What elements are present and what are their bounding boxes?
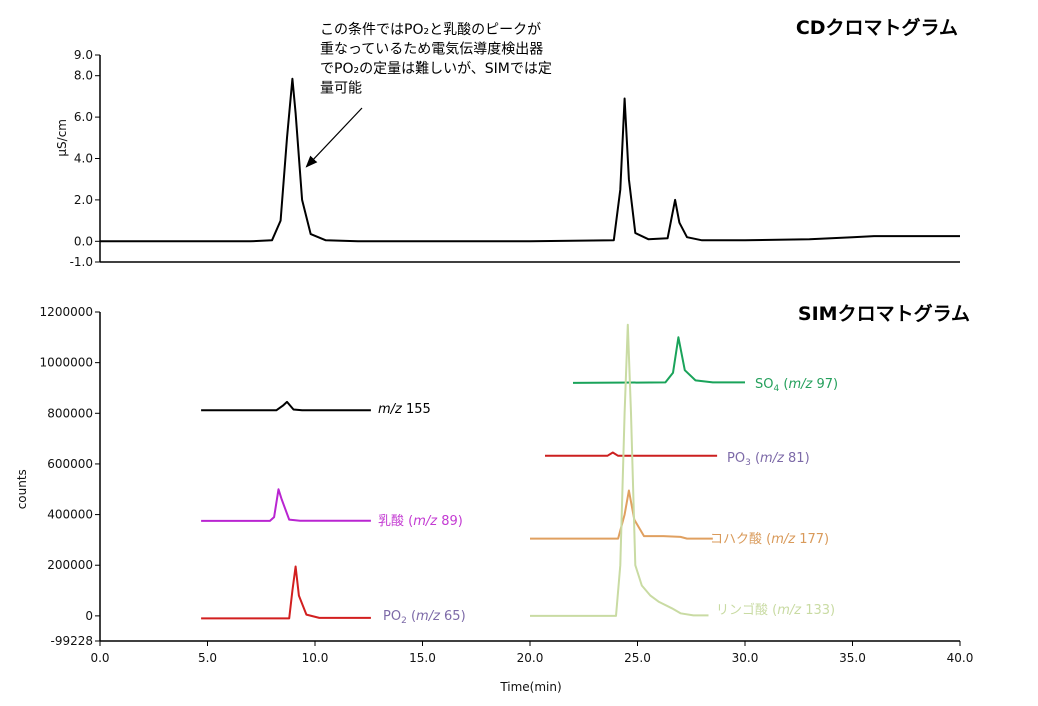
sim-series-label: PO3 (m/z 81) — [727, 451, 810, 468]
sim-y-tick-label: 600000 — [47, 457, 93, 471]
sim-y-tick-label: 1000000 — [40, 356, 93, 370]
sim-y-tick-label: 400000 — [47, 508, 93, 522]
cd-series-line — [100, 77, 960, 243]
sim-x-tick-label: 20.0 — [517, 651, 544, 665]
sim-x-tick-label: 40.0 — [947, 651, 974, 665]
cd-y-tick-label: 6.0 — [74, 110, 93, 124]
sim-series-line — [545, 451, 718, 457]
sim-series-line — [530, 323, 709, 617]
cd-y-tick-label: 4.0 — [74, 152, 93, 166]
cd-y-tick-label: -1.0 — [70, 255, 93, 269]
cd-y-axis-label: µS/cm — [55, 119, 69, 157]
sim-series-line — [201, 565, 371, 620]
sim-x-tick-label: 10.0 — [302, 651, 329, 665]
sim-series-label: リンゴ酸 (m/z 133) — [716, 602, 835, 618]
sim-x-tick-label: 15.0 — [409, 651, 436, 665]
sim-y-axis-label: counts — [15, 469, 29, 509]
sim-series-label: PO2 (m/z 65) — [383, 609, 466, 626]
cd-annotation-line: 重なっているため電気伝導度検出器 — [320, 42, 543, 58]
sim-chart-title: SIMクロマトグラム — [798, 302, 970, 325]
cd-y-tick-label: 8.0 — [74, 69, 93, 83]
cd-y-tick-label: 0.0 — [74, 234, 93, 248]
sim-x-tick-label: 30.0 — [732, 651, 759, 665]
cd-annotation-line: でPO₂の定量は難しいが、SIMでは定 — [320, 61, 552, 77]
sim-y-tick-label: 0 — [85, 609, 93, 623]
cd-annotation-line: この条件ではPO₂と乳酸のピークが — [320, 21, 541, 38]
sim-series-line — [201, 488, 371, 522]
sim-y-tick-label: 200000 — [47, 558, 93, 572]
sim-chart-panel: -99228 0 200000 400000 600000 800000 1000000 12… — [15, 302, 973, 694]
sim-series-label: コハク酸 (m/z 177) — [710, 532, 829, 547]
sim-x-tick-label: 0.0 — [90, 651, 109, 665]
cd-annotation-line: 量可能 — [320, 81, 362, 97]
sim-series-label: m/z 155 — [378, 402, 431, 417]
cd-annotation-arrow — [305, 107, 363, 168]
sim-y-tick-label: 1200000 — [40, 305, 93, 319]
cd-y-tick-label: 9.0 — [74, 48, 93, 62]
sim-y-tick-label: -99228 — [50, 634, 93, 648]
sim-x-tick-label: 5.0 — [198, 651, 217, 665]
sim-y-tick-label: 800000 — [47, 406, 93, 420]
sim-series-line — [201, 400, 371, 412]
sim-series-label: SO4 (m/z 97) — [755, 377, 838, 394]
sim-x-tick-label: 35.0 — [839, 651, 866, 665]
sim-series-label: 乳酸 (m/z 89) — [378, 514, 463, 529]
sim-x-axis-label: Time(min) — [499, 680, 561, 694]
cd-chart-title: CDクロマトグラム — [796, 16, 958, 39]
cd-y-tick-label: 2.0 — [74, 193, 93, 207]
sim-series-line — [572, 336, 745, 384]
cd-chart-panel: -1.0 0.0 2.0 4.0 6.0 8.0 9.0 µS/cm CDクロマトグラム この条件… — [55, 16, 960, 269]
sim-x-tick-label: 25.0 — [624, 651, 651, 665]
